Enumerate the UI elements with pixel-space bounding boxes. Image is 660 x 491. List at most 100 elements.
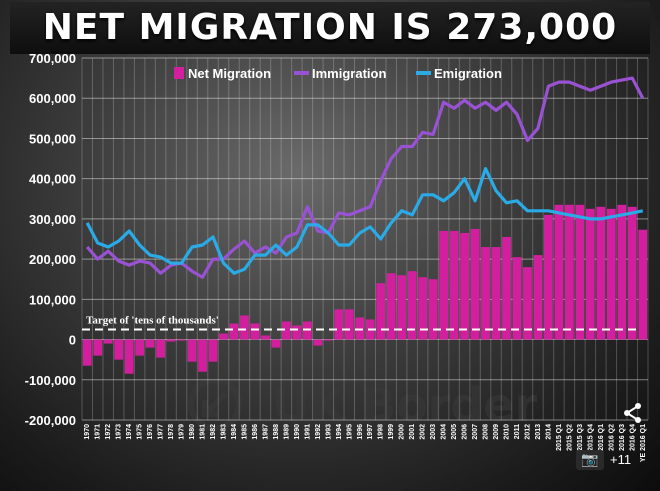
x-tick-label: 1970 [84,424,91,440]
x-tick-label: 2003 [430,424,437,440]
net-migration-bar [491,247,501,340]
x-tick-label: 2016 Q3 [619,424,626,451]
x-tick-label: 2016 Q2 [608,424,615,451]
net-migration-bar [187,339,197,362]
net-migration-bar [523,267,532,340]
x-tick-label: 1997 [367,424,374,440]
net-migration-bar [470,228,480,340]
photo-count[interactable]: +11 [610,452,632,467]
x-tick-label: 2010 [504,424,511,440]
net-migration-bar [302,321,312,340]
net-migration-bar [250,323,260,340]
x-tick-label: 1974 [126,424,133,440]
net-migration-bar [418,277,428,340]
x-tick-label: 1981 [200,424,207,440]
x-tick-label: 2015 Q4 [587,424,594,451]
x-tick-label: 2011 [514,424,521,439]
y-tick-label: -100,000 [25,373,76,388]
y-tick-label: 700,000 [29,51,76,66]
net-migration-bar [114,339,124,360]
net-migration-bar [82,339,92,366]
x-tick-label: 1971 [95,424,102,440]
net-migration-bar [533,255,543,340]
x-tick-label: 2008 [483,424,490,440]
x-tick-label: 1986 [252,424,259,440]
net-migration-bar [229,323,239,340]
share-icon[interactable] [622,402,644,424]
net-migration-bar [502,236,511,340]
x-tick-label: 2012 [524,424,531,440]
net-migration-bar [292,325,302,340]
net-migration-bar [575,204,585,340]
net-migration-bar [313,339,323,346]
x-tick-label: 1973 [116,424,123,440]
x-tick-label: 1975 [137,424,144,440]
net-migration-bar [208,339,218,362]
y-tick-label: -200,000 [25,413,76,428]
x-tick-label: 1972 [105,424,112,440]
net-migration-bar [617,204,627,340]
net-migration-bar [585,208,595,340]
legend-swatch [174,67,184,79]
x-tick-label: 1994 [336,424,343,440]
x-tick-label: 1992 [315,424,322,440]
net-migration-bar [386,273,396,340]
net-migration-bar [166,339,176,342]
net-migration-bar [334,309,344,340]
legend-label: Emigration [434,66,502,81]
x-tick-label: 2009 [493,424,500,440]
x-tick-label: 2005 [451,424,458,440]
net-migration-bar [124,339,134,374]
x-tick-label: 2015 Q2 [566,424,573,451]
x-tick-label: 1990 [294,424,301,440]
emigration-line [85,167,644,275]
y-tick-label: 100,000 [29,292,76,307]
net-migration-bar [481,247,490,340]
x-tick-label: 1977 [158,424,165,440]
x-tick-label: 2004 [441,424,448,440]
net-migration-bar [198,339,207,372]
net-migration-bar [93,339,103,356]
net-migration-bar [554,204,564,340]
legend-label: Immigration [312,66,386,81]
net-migration-bar [606,208,616,340]
x-tick-label: 2000 [399,424,406,440]
x-tick-label: 1976 [147,424,154,440]
net-migration-bar [219,333,228,340]
net-migration-bar [449,230,459,340]
net-migration-bar [271,339,281,348]
net-migration-bar [355,317,365,340]
y-tick-label: 200,000 [29,252,76,267]
x-tick-label: 1989 [283,424,290,440]
net-migration-bar [281,321,291,340]
net-migration-bar [638,229,648,340]
net-migration-bar [439,230,449,340]
camera-icon[interactable]: 📷 [576,450,604,470]
net-migration-bar [397,275,407,340]
y-tick-label: 600,000 [29,91,76,106]
x-tick-label: 1982 [210,424,217,440]
x-tick-label: 2001 [409,424,416,440]
x-tick-label: 2013 [535,424,542,440]
net-migration-bar [344,309,354,340]
x-tick-label: 2016 Q1 [598,424,605,451]
net-migration-bar [135,339,145,356]
x-tick-label: 1978 [168,424,175,440]
x-tick-label: YE 2016 Q1 [640,424,647,462]
net-migration-bar [544,214,553,340]
net-migration-bar [323,339,333,341]
net-migration-bar [261,335,270,340]
x-tick-label: 1987 [262,424,269,440]
y-tick-label: 300,000 [29,212,76,227]
y-tick-label: 500,000 [29,131,76,146]
x-tick-label: 1999 [388,424,395,440]
x-tick-label: 2002 [420,424,427,440]
net-migration-bar [376,283,386,340]
legend-label: Net Migration [188,66,271,81]
x-tick-label: 1979 [179,424,186,440]
x-tick-label: 1993 [325,424,332,440]
x-tick-label: 1995 [346,424,353,440]
x-tick-label: 2007 [472,424,479,440]
net-migration-bar [564,204,574,340]
